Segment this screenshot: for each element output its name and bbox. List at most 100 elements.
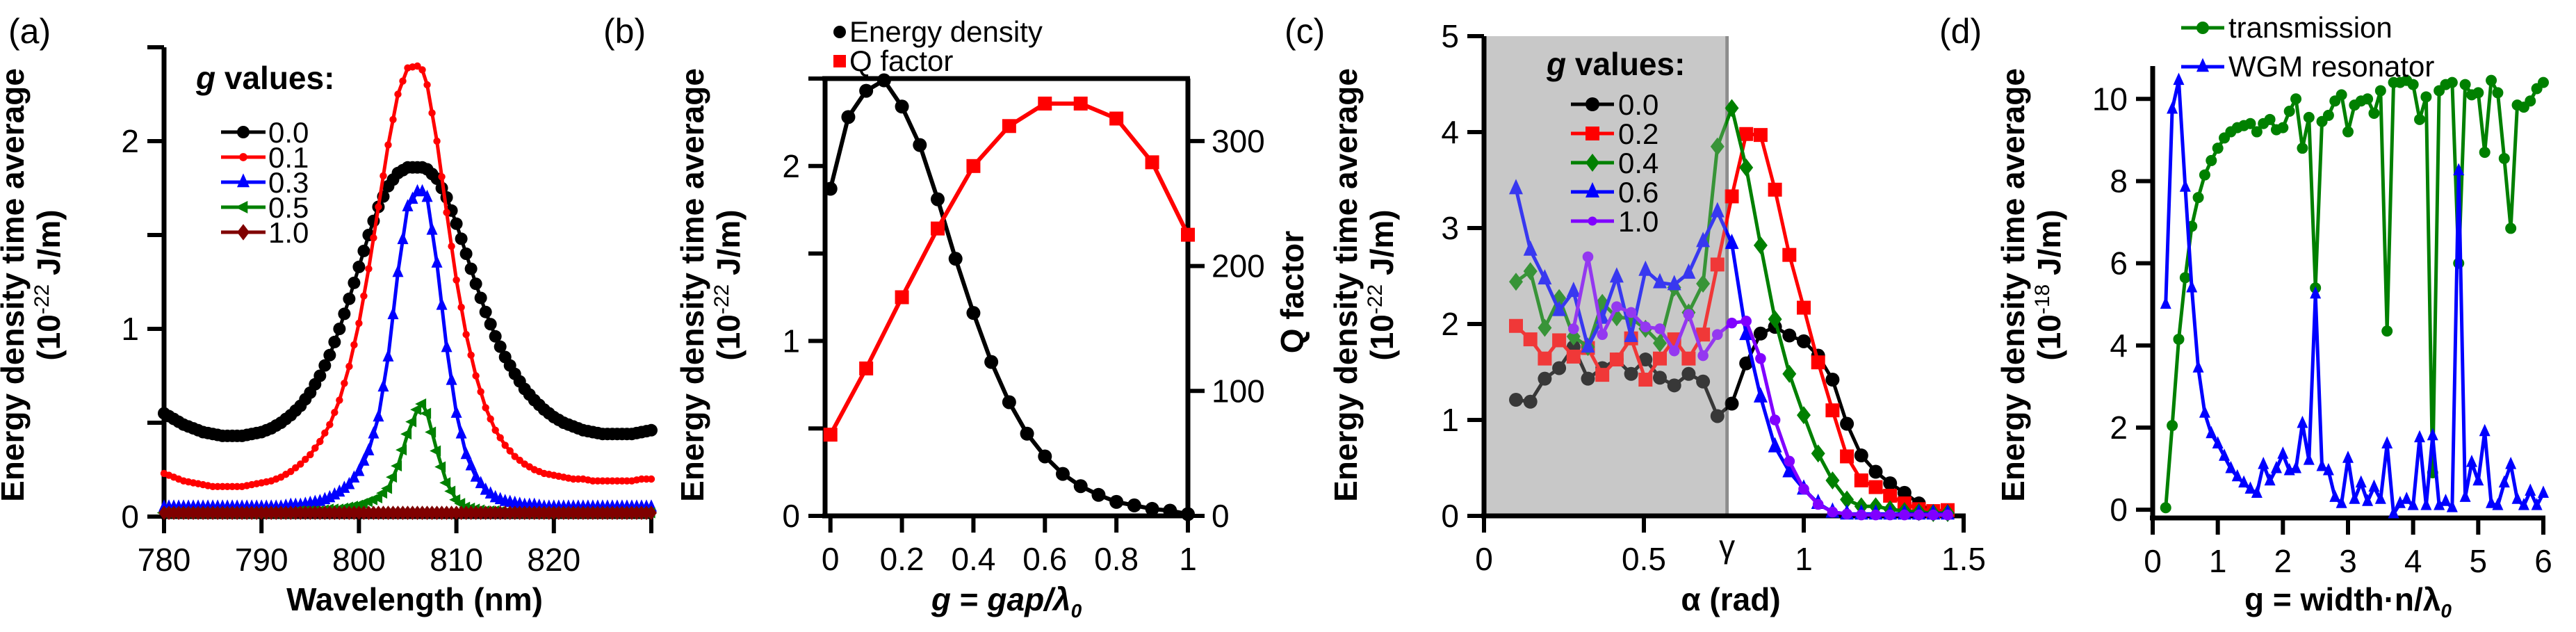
data-point — [474, 291, 487, 305]
data-point — [1611, 301, 1622, 312]
data-point — [1710, 202, 1725, 218]
data-point — [1020, 426, 1034, 441]
data-point — [438, 173, 446, 181]
x-tick-label: 1 — [1179, 541, 1197, 577]
data-point — [2538, 485, 2549, 498]
x-tick-label: 790 — [235, 542, 288, 578]
legend-label: WGM resonator — [2228, 50, 2434, 83]
data-point — [2219, 448, 2231, 461]
data-point — [1883, 476, 1898, 491]
x-tick-label: 810 — [430, 542, 483, 578]
x-axis-title: Wavelength (nm) — [286, 581, 543, 617]
legend-label: Energy density — [849, 15, 1043, 48]
x-tick-label: 5 — [2470, 543, 2488, 579]
data-point — [1856, 509, 1867, 521]
data-point — [1181, 507, 1195, 521]
data-point — [353, 464, 365, 476]
data-point — [477, 388, 484, 396]
data-point — [1725, 99, 1739, 118]
data-point — [2486, 74, 2497, 86]
data-point — [2381, 436, 2393, 449]
data-point — [1726, 317, 1738, 329]
right-y-axis-title: Q factor — [1274, 231, 1310, 353]
data-point — [2277, 122, 2289, 133]
data-point — [416, 184, 428, 197]
y-tick-label: 2 — [2110, 410, 2128, 446]
legend: transmission WGM resonator — [2181, 11, 2434, 83]
data-point — [1523, 332, 1538, 347]
series-line — [164, 190, 651, 509]
data-point — [1552, 361, 1567, 375]
data-point — [1038, 449, 1052, 464]
data-point — [2167, 101, 2178, 114]
data-point — [1825, 403, 1840, 418]
data-point — [2498, 475, 2510, 488]
data-point — [459, 248, 473, 260]
x-tick-label: 0 — [1475, 541, 1493, 577]
data-point — [1509, 179, 1523, 195]
legend-item-0.5: 0.5 — [221, 191, 309, 224]
data-point — [380, 172, 387, 180]
data-point — [1581, 337, 1595, 353]
data-point — [2277, 446, 2289, 459]
data-point — [368, 426, 380, 439]
data-point — [425, 426, 437, 438]
data-point — [1681, 351, 1696, 366]
data-point — [1582, 251, 1594, 263]
data-point — [2525, 483, 2536, 496]
data-point — [392, 264, 404, 277]
legend-marker — [833, 26, 846, 38]
data-point — [1653, 351, 1667, 366]
data-point — [1868, 480, 1883, 494]
y-tick-label: 8 — [2110, 163, 2128, 199]
data-point — [357, 244, 370, 257]
data-point — [1913, 509, 1925, 521]
x-axis-title: g = width·n/λ0 — [2244, 581, 2452, 622]
data-point — [415, 398, 427, 410]
data-point — [428, 109, 436, 117]
data-point — [446, 373, 457, 385]
data-point — [345, 362, 353, 371]
y-tick-label: 0 — [2110, 492, 2128, 528]
y-axis-title-line1: Energy density time average — [0, 68, 31, 502]
data-point — [2244, 481, 2256, 494]
data-point — [2368, 479, 2380, 492]
data-point — [2388, 505, 2399, 519]
data-point — [2335, 89, 2347, 101]
data-point — [1725, 189, 1739, 204]
right-y-tick-label: 200 — [1212, 248, 1265, 284]
data-point — [1145, 155, 1159, 170]
data-point — [407, 191, 418, 204]
y-tick-label: 2 — [121, 123, 139, 159]
data-point — [460, 446, 472, 460]
y-axis-title-line2: (10-22 J/m) — [1364, 209, 1401, 360]
legend-marker — [1585, 97, 1599, 111]
series-line — [829, 101, 1190, 436]
legend-item-0.0: 0.0 — [1571, 88, 1658, 121]
data-point — [895, 99, 909, 114]
data-point — [2199, 405, 2210, 418]
data-point — [2446, 76, 2458, 88]
data-point — [859, 361, 874, 375]
data-point — [1712, 329, 1723, 340]
data-point — [373, 409, 384, 422]
data-point — [402, 199, 414, 211]
data-point — [2374, 85, 2386, 97]
data-point — [1782, 364, 1797, 383]
data-point — [2511, 492, 2523, 504]
data-point — [2199, 169, 2210, 181]
data-point — [316, 437, 324, 446]
x-tick-label: 0.4 — [951, 541, 995, 577]
data-point — [1091, 487, 1106, 502]
data-point — [336, 396, 343, 404]
legend-title: g values: — [195, 60, 334, 96]
data-point — [2459, 79, 2471, 90]
data-point — [2446, 500, 2458, 512]
data-point — [1827, 506, 1839, 518]
data-point — [1927, 509, 1939, 521]
data-point — [436, 298, 448, 310]
data-point — [2531, 498, 2543, 510]
data-point — [434, 461, 446, 473]
data-point — [1667, 275, 1681, 291]
series-transmission — [2160, 74, 2549, 514]
